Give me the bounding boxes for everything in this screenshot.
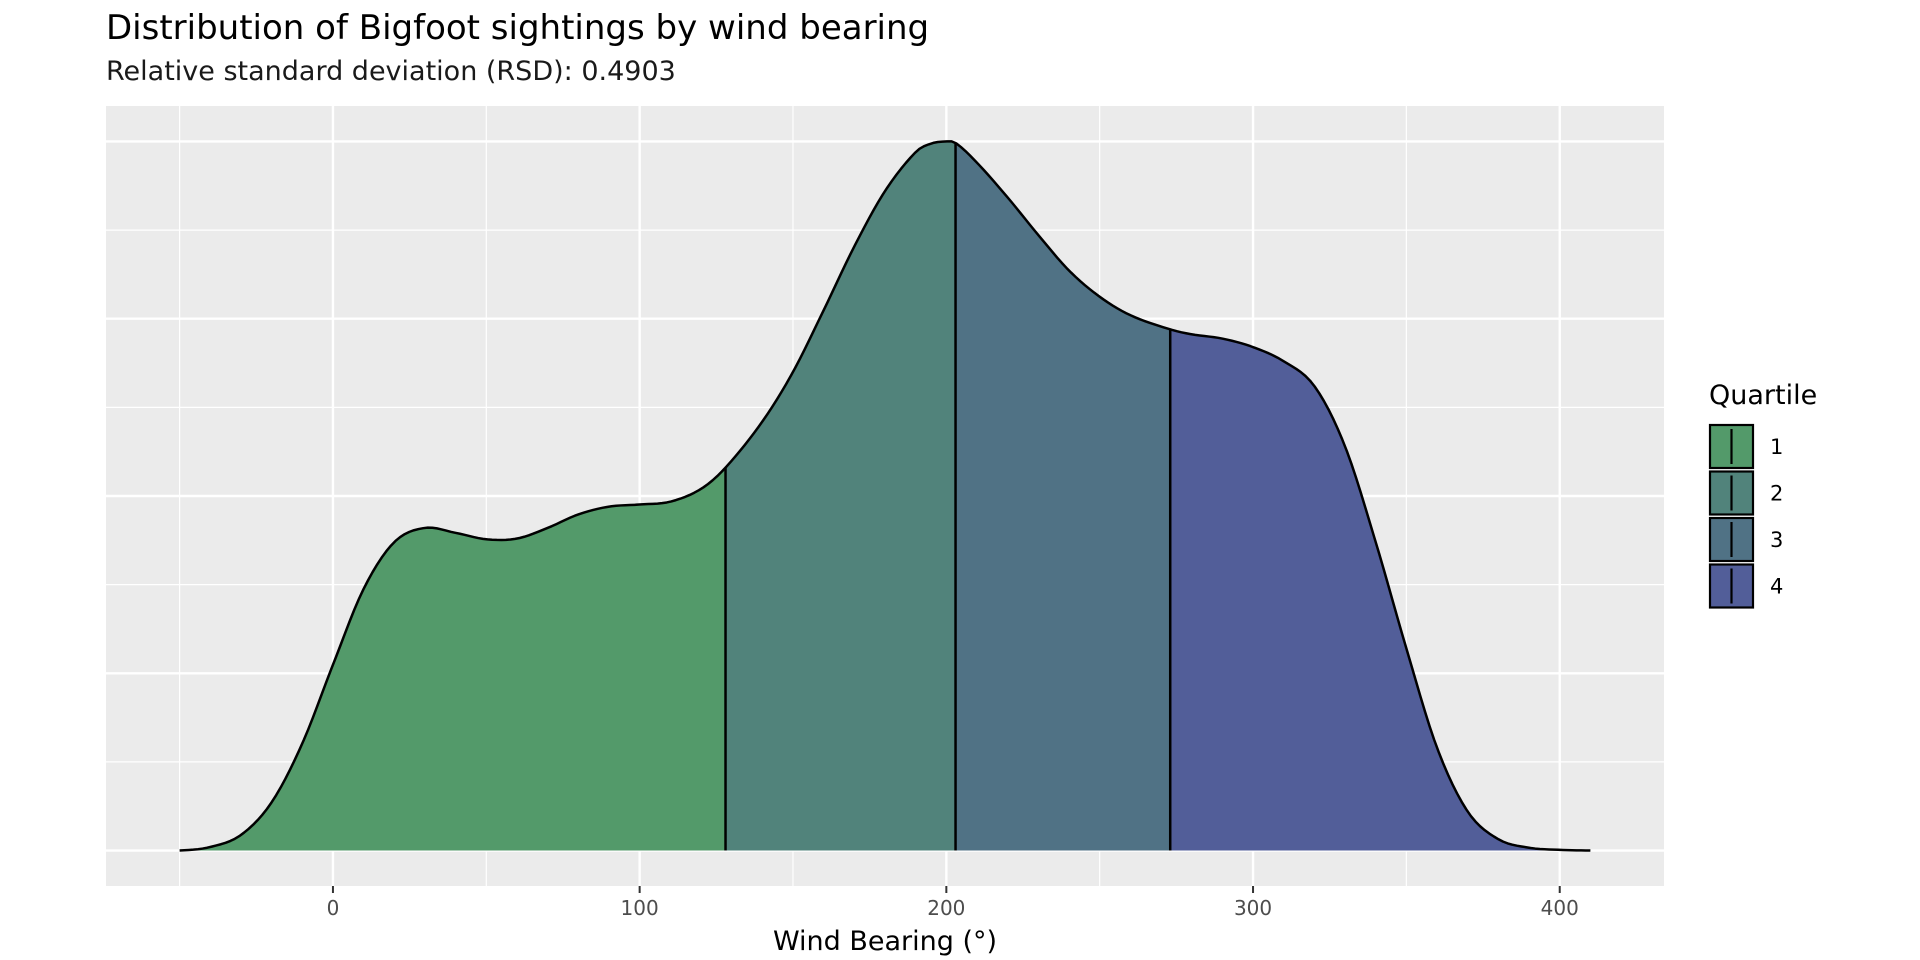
chart-subtitle: Relative standard deviation (RSD): 0.490… xyxy=(106,56,676,87)
x-tick-label: 300 xyxy=(1234,896,1272,920)
quartile-dividers xyxy=(724,142,1172,851)
legend-title: Quartile xyxy=(1709,380,1817,411)
x-tick-label: 0 xyxy=(327,896,340,920)
quartile-2-area xyxy=(725,141,956,851)
legend-label-2: 2 xyxy=(1770,482,1783,506)
legend: 1 2 3 4 xyxy=(1708,423,1783,609)
x-tick-label: 100 xyxy=(621,896,659,920)
legend-label-4: 4 xyxy=(1770,575,1783,599)
x-axis-ticks: 0 100 200 300 400 xyxy=(327,886,1579,920)
x-tick-label: 200 xyxy=(927,896,965,920)
quartile-areas xyxy=(179,141,1591,851)
x-axis-title: Wind Bearing (°) xyxy=(773,926,997,957)
quartile-1-area xyxy=(179,467,726,851)
legend-label-1: 1 xyxy=(1770,435,1783,459)
x-tick-label: 400 xyxy=(1541,896,1579,920)
chart-title: Distribution of Bigfoot sightings by win… xyxy=(106,8,930,48)
quartile-3-area xyxy=(955,142,1171,851)
legend-label-3: 3 xyxy=(1770,528,1783,552)
density-outline xyxy=(179,140,1591,852)
quartile-4-area xyxy=(1170,329,1591,851)
